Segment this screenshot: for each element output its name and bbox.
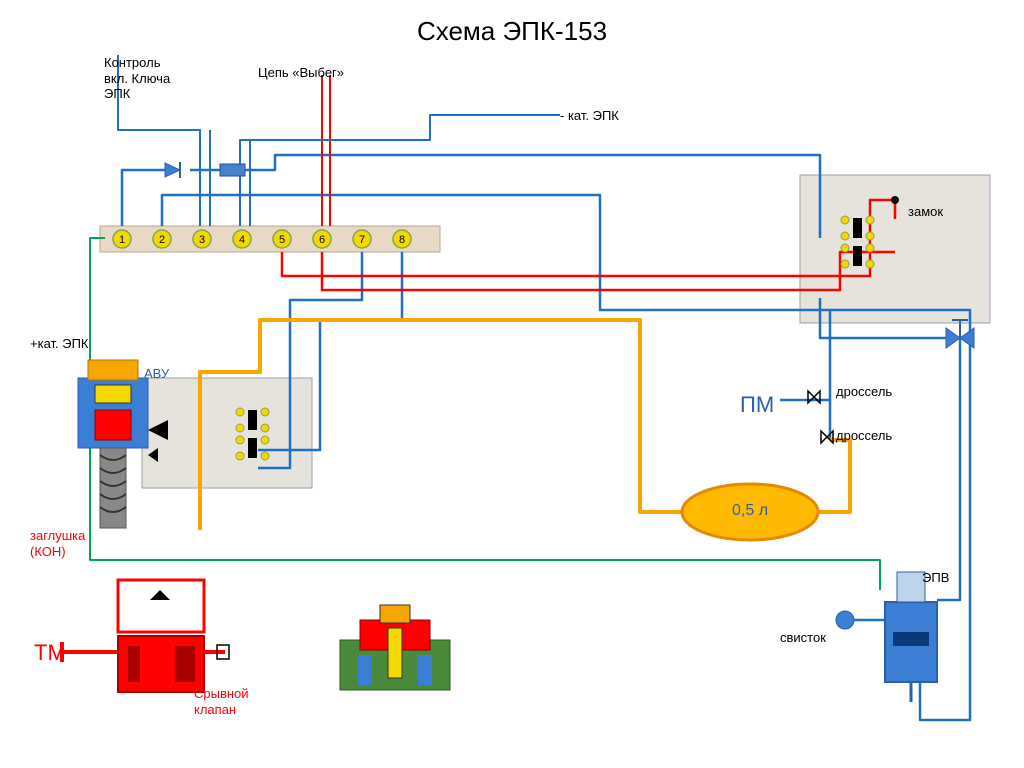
label-tm: ТМ — [34, 640, 66, 666]
label-pm: ПМ — [740, 392, 774, 418]
label-drossel1: дроссель — [836, 384, 892, 400]
sryv-valve-icon — [62, 580, 229, 692]
terminal-strip — [100, 226, 440, 252]
label-drossel2: дроссель — [836, 428, 892, 444]
label-control: Контрольвкл. КлючаЭПК — [104, 55, 170, 102]
junction-dot — [891, 196, 899, 204]
label-minus-kat: - кат. ЭПК — [560, 108, 619, 124]
label-svistok: свисток — [780, 630, 826, 646]
label-tank: 0,5 л — [732, 502, 768, 520]
svg-text:8: 8 — [399, 234, 405, 246]
label-zaglushka: заглушка(КОН) — [30, 528, 85, 559]
svg-text:5: 5 — [279, 234, 285, 246]
svistok-dot — [836, 611, 854, 629]
svg-text:6: 6 — [319, 234, 325, 246]
label-vybeg: Цепь «Выбег» — [258, 65, 344, 81]
diode-icon — [165, 162, 180, 178]
svg-text:3: 3 — [199, 234, 205, 246]
svg-text:4: 4 — [239, 234, 245, 246]
resistor-icon — [220, 164, 245, 176]
svg-text:7: 7 — [359, 234, 365, 246]
label-plus-kat: +кат. ЭПК — [30, 336, 89, 352]
label-zamok: замок — [908, 204, 943, 220]
label-epv: ЭПВ — [922, 570, 949, 586]
label-sryv: Срывнойклапан — [194, 686, 249, 717]
epv-icon — [885, 572, 937, 702]
svg-text:1: 1 — [119, 234, 125, 246]
svg-text:2: 2 — [159, 234, 165, 246]
mid-valve-icon — [340, 605, 450, 690]
label-avu: АВУ — [144, 366, 169, 382]
